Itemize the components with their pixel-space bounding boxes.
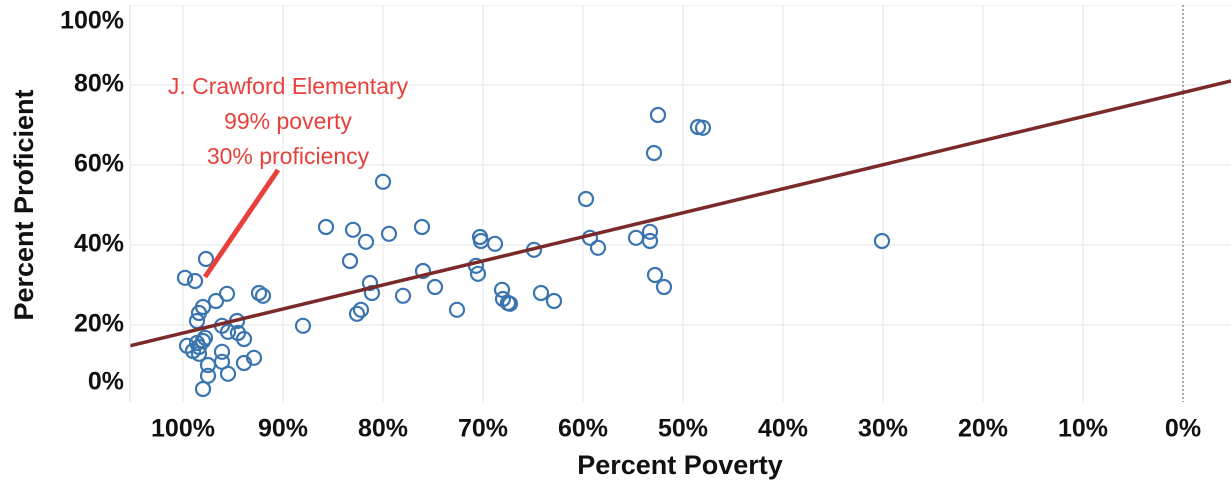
- point: [199, 367, 217, 384]
- point: [317, 218, 335, 236]
- y-tick-label: 0%: [88, 368, 124, 396]
- point: [577, 190, 595, 208]
- point: [186, 272, 204, 290]
- point: [641, 232, 659, 250]
- point: [254, 287, 272, 304]
- point: [655, 278, 673, 296]
- point: [190, 338, 208, 356]
- point: [352, 301, 370, 318]
- trend-line: [130, 79, 1231, 348]
- point: [414, 262, 432, 280]
- y-tick-label: 40%: [74, 230, 124, 258]
- point: [469, 265, 487, 282]
- x-tick-label: 0%: [1165, 415, 1201, 443]
- point: [641, 223, 659, 240]
- point: [218, 285, 236, 302]
- x-tick-label: 20%: [958, 415, 1008, 443]
- point: [873, 232, 891, 250]
- point: [649, 106, 667, 124]
- x-tick-label: 60%: [558, 415, 608, 443]
- point: [341, 252, 359, 270]
- point: [361, 274, 379, 292]
- y-tick-label: 60%: [74, 150, 124, 178]
- annotation-text: 30% proficiency: [207, 143, 370, 169]
- y-tick-label: 20%: [74, 310, 124, 338]
- point: [245, 349, 263, 366]
- x-tick-label: 50%: [658, 415, 708, 443]
- point: [190, 304, 208, 322]
- y-tick-label: 100%: [60, 7, 124, 35]
- point: [194, 380, 212, 398]
- point: [219, 323, 237, 340]
- point: [219, 365, 237, 382]
- y-axis-title: Percent Proficient: [9, 89, 39, 320]
- x-tick-label: 70%: [458, 415, 508, 443]
- point: [207, 292, 225, 310]
- point: [188, 312, 206, 330]
- point: [250, 284, 268, 302]
- point: [694, 119, 712, 136]
- annotation-text: 99% poverty: [224, 108, 352, 134]
- x-tick-label: 100%: [151, 415, 215, 443]
- y-tick-label: 80%: [74, 70, 124, 98]
- point: [344, 221, 362, 238]
- point: [197, 250, 215, 268]
- point: [357, 233, 375, 250]
- x-tick-label: 80%: [358, 415, 408, 443]
- point: [394, 287, 412, 304]
- x-tick-label: 40%: [758, 415, 808, 443]
- annotation-text: J. Crawford Elementary: [168, 73, 409, 99]
- x-tick-label: 30%: [858, 415, 908, 443]
- point: [645, 144, 663, 162]
- point: [532, 284, 550, 302]
- point: [199, 356, 217, 374]
- point: [486, 235, 504, 252]
- plot: [130, 5, 1231, 402]
- point: [213, 343, 231, 360]
- point: [589, 239, 607, 256]
- point: [545, 292, 563, 310]
- point: [448, 301, 466, 318]
- x-axis-title: Percent Poverty: [577, 450, 783, 480]
- annotation-arrow: [202, 168, 281, 279]
- x-tick-label: 10%: [1058, 415, 1108, 443]
- point: [374, 173, 392, 190]
- point: [294, 317, 312, 334]
- point: [627, 229, 645, 246]
- point: [426, 278, 444, 296]
- point: [493, 281, 511, 298]
- point: [176, 269, 194, 286]
- point: [380, 225, 398, 242]
- point: [646, 266, 664, 284]
- point: [235, 330, 253, 348]
- point: [413, 218, 431, 236]
- x-tick-label: 90%: [258, 415, 308, 443]
- point: [348, 305, 366, 322]
- point: [501, 295, 519, 312]
